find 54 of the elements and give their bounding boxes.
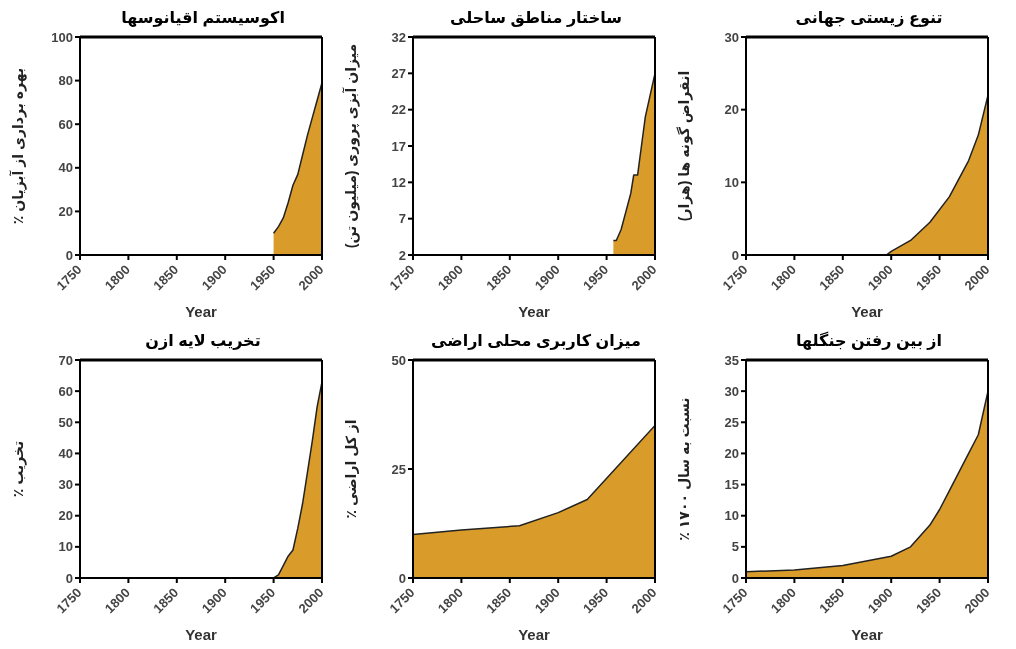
chart-title: ساختار مناطق ساحلی [450, 9, 622, 26]
y-tick-label: 0 [65, 247, 73, 263]
y-tick-label: 10 [724, 508, 739, 524]
y-tick-label: 80 [58, 73, 73, 89]
x-axis-title: Year [185, 303, 218, 320]
y-tick-label: 20 [724, 446, 739, 462]
chart-title: میزان کاربری محلی اراضی [431, 332, 641, 349]
y-tick-label: 10 [724, 174, 739, 190]
y-tick-label: 0 [731, 247, 739, 263]
y-tick-label: 15 [724, 477, 739, 493]
y-tick-label: 25 [391, 461, 406, 477]
y-tick-label: 100 [51, 29, 73, 45]
y-axis-title: ٪ از کل اراضی [342, 419, 359, 519]
x-axis-title: Year [185, 626, 218, 643]
y-tick-label: 5 [731, 539, 739, 555]
y-tick-label: 70 [58, 352, 73, 368]
y-axis-title: انقراض گونه ها (هزار) [675, 70, 693, 222]
chart-title: تخریب لایه ازن [145, 332, 261, 349]
y-tick-label: 17 [391, 138, 406, 154]
y-axis-title: ٪ تخریب [9, 440, 27, 498]
y-tick-label: 60 [58, 383, 73, 399]
y-tick-label: 2 [398, 247, 406, 263]
y-axis-title: ٪ بهره برداری از آبزیان [8, 67, 27, 225]
y-tick-label: 12 [391, 174, 406, 190]
y-tick-label: 0 [65, 570, 73, 586]
y-tick-label: 0 [398, 570, 406, 586]
x-axis-title: Year [851, 626, 884, 643]
y-tick-label: 20 [724, 102, 739, 118]
y-tick-label: 25 [724, 414, 739, 430]
y-tick-label: 30 [724, 383, 739, 399]
y-tick-label: 50 [391, 352, 406, 368]
x-axis-title: Year [851, 303, 884, 320]
y-tick-label: 7 [398, 211, 406, 227]
y-tick-label: 30 [724, 29, 739, 45]
y-tick-label: 0 [731, 570, 739, 586]
y-tick-label: 10 [58, 539, 73, 555]
y-tick-label: 40 [58, 446, 73, 462]
y-tick-label: 32 [391, 29, 406, 45]
chart-title: تنوع زیستی جهانی [795, 9, 943, 26]
y-tick-label: 40 [58, 160, 73, 176]
y-tick-label: 20 [58, 204, 73, 220]
chart-title: اکوسیستم اقیانوسها [121, 9, 285, 26]
y-axis-title: ٪ نسبت به سال ۱۷۰۰ [675, 397, 692, 541]
y-tick-label: 50 [58, 414, 73, 430]
y-axis-title: میزان آبزی پروری (میلیون تن) [341, 43, 360, 249]
y-tick-label: 35 [724, 352, 739, 368]
y-tick-label: 20 [58, 508, 73, 524]
y-tick-label: 22 [391, 102, 406, 118]
y-tick-label: 30 [58, 477, 73, 493]
chart-title: از بین رفتن جنگلها [795, 332, 943, 349]
y-tick-label: 27 [391, 65, 406, 81]
x-axis-title: Year [518, 303, 551, 320]
y-tick-label: 60 [58, 116, 73, 132]
x-axis-title: Year [518, 626, 551, 643]
